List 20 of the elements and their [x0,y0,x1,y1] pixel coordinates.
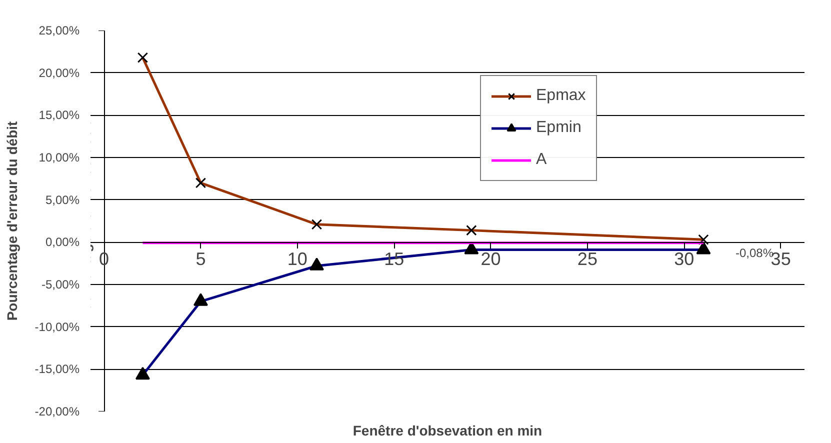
y-tick-label: 15,00% [38,108,80,122]
y-tick-label: 5,00% [45,192,80,207]
legend-label: Epmin [536,119,582,137]
x-tick-label: 10 [287,249,308,270]
x-tick-label: 5 [196,249,206,270]
y-tick-label: -10,00% [34,320,80,334]
text: Pourcentage d'erreur du débit [4,121,20,321]
x-tick-label: 25 [577,249,598,270]
y-tick-label: -5,00% [41,278,80,292]
legend-label: Epmax [536,87,586,105]
y-tick-label: 10,00% [38,150,80,164]
x-axis-title: Fenêtre d'obsevation en min [352,422,542,438]
y-tick-label: 25,00% [38,24,80,38]
y-tick-label: -15,00% [34,362,80,376]
y-tick-label: 0,00% [45,235,80,250]
x-tick-label: 20 [480,249,501,270]
x-tick-label: 30 [674,249,694,270]
legend-label: A [536,151,548,169]
y-tick-label: 20,00% [38,66,80,80]
y-tick-label: -20,00% [34,404,80,418]
